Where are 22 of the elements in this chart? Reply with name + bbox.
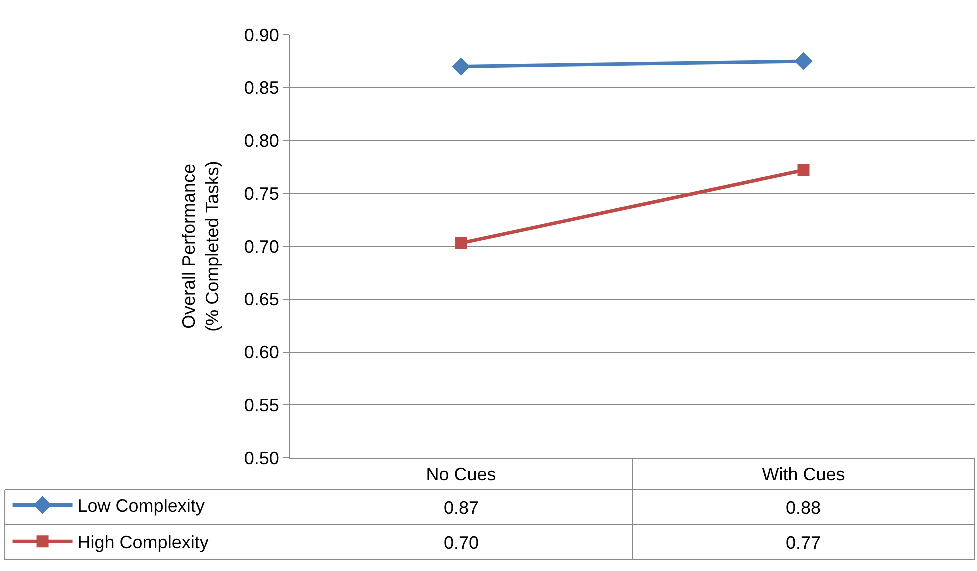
legend-label: High Complexity: [78, 532, 209, 553]
text: 0.75: [244, 184, 280, 204]
text: 0.90: [244, 25, 280, 46]
data-label: 0.88: [786, 498, 822, 518]
y-axis-title: Overall Performance (% Completed Tasks): [179, 161, 223, 332]
text: 0.80: [244, 131, 280, 152]
point: [794, 52, 813, 71]
text: 0.50: [244, 448, 280, 468]
point: [452, 58, 470, 76]
point: [455, 237, 468, 250]
text: 0.85: [244, 78, 280, 98]
legend-label: Low Complexity: [78, 496, 205, 516]
text: 0.65: [244, 290, 280, 310]
data-label: 0.87: [444, 498, 480, 518]
text: 0.55: [244, 395, 280, 416]
data-label: 0.70: [444, 533, 480, 553]
x-tick-label: With Cues: [762, 464, 846, 485]
data-label: 0.77: [786, 533, 822, 553]
x-tick-label: No Cues: [426, 464, 496, 485]
point: [798, 164, 810, 176]
text: 0.70: [244, 236, 280, 257]
text: 0.60: [244, 342, 280, 363]
